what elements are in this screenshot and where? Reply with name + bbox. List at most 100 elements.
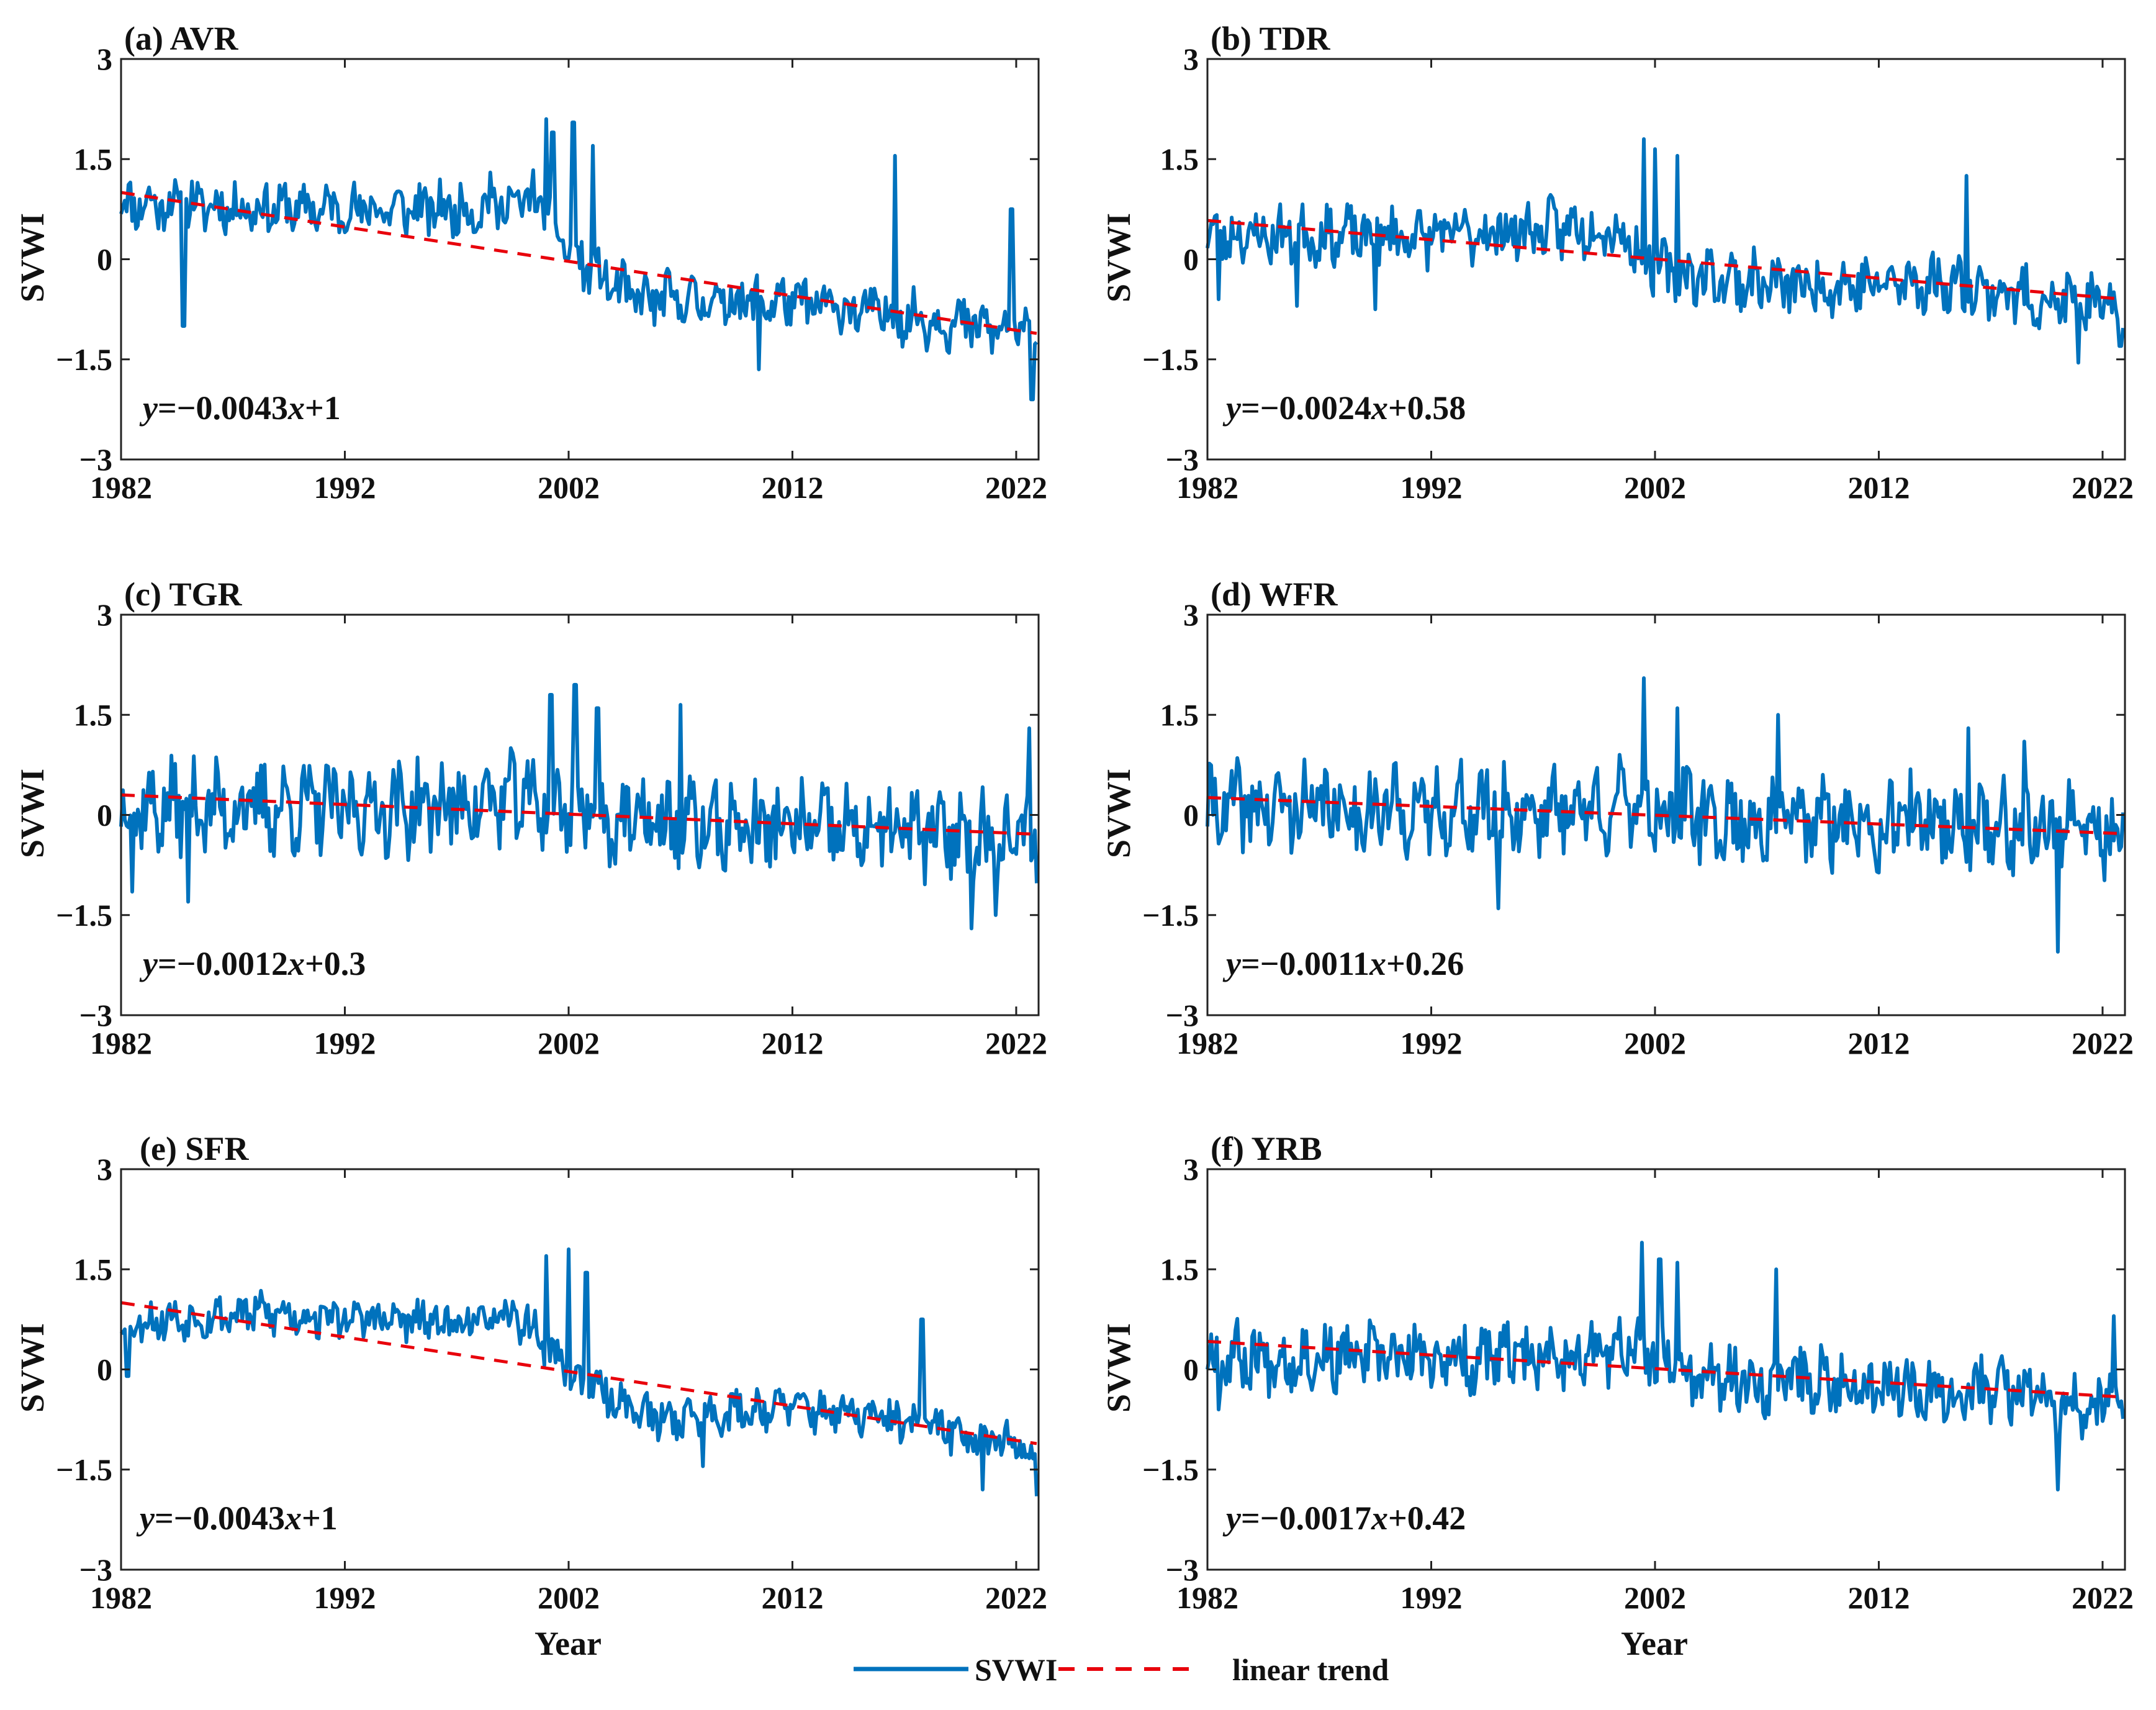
legend-trend-label: linear trend [1232,1652,1389,1687]
y-tick-label: −1.5 [56,898,112,933]
trend-equation: y=−0.0012x+0.3 [139,945,366,982]
panel-title: (c) TGR [124,576,242,613]
x-axis-label: Year [534,1625,602,1662]
panel-f: (f) YRB SVWI y=−0.0017x+0.42 1982 1992 200… [1100,1130,2134,1662]
y-tick-label: 3 [97,42,112,76]
x-tick-label: 2002 [1624,1580,1686,1615]
linear-trend-line [120,793,1037,836]
x-tick-label: 1992 [313,1580,376,1615]
x-tick-label: 1982 [1176,1026,1238,1061]
y-tick-label: −3 [79,998,113,1033]
y-tick-label: 3 [97,597,112,632]
x-tick-label: 2012 [1847,470,1910,505]
trend-equation: y=−0.0011x+0.26 [1222,945,1464,982]
y-axis-label: SVWI [1100,213,1137,302]
y-tick-label: 3 [1183,1152,1199,1187]
y-tick-label: 1.5 [1160,142,1199,176]
panel-title: (d) WFR [1211,576,1338,613]
legend-svwi-label: SVWI [975,1652,1057,1687]
linear-trend-line [1207,796,2124,836]
y-axis-label: SVWI [14,213,51,302]
y-tick-label: 0 [97,1352,112,1387]
y-tick-label: −1.5 [56,342,112,377]
y-axis-label: SVWI [1100,769,1137,858]
linear-trend-line [1207,219,2124,301]
panel-c: (c) TGR SVWI y=−0.0012x+0.3 1982 1992 2002… [14,576,1047,1061]
y-tick-label: 0 [97,798,112,833]
panel-b: (b) TDR SVWI y=−0.0024x+0.58 1982 1992 200… [1100,20,2134,505]
trend-equation: y=−0.0043x+1 [136,1500,338,1537]
y-tick-label: −3 [79,442,113,477]
x-tick-label: 1992 [1400,470,1462,505]
x-tick-label: 2022 [2072,470,2134,505]
svwi-series-line [119,1247,1039,1496]
panel-a: (a) AVR SVWI y=−0.0043x+1 1982 1992 2002 20… [14,20,1047,505]
x-tick-label: 1982 [90,470,152,505]
x-tick-label: 2022 [985,1580,1047,1615]
svwi-series-line [119,682,1039,931]
x-tick-label: 2022 [2072,1026,2134,1061]
y-axis-label: SVWI [14,769,51,858]
x-tick-label: 1982 [1176,470,1238,505]
x-tick-label: 1992 [1400,1026,1462,1061]
x-tick-label: 2002 [1624,470,1686,505]
y-axis-label: SVWI [1100,1323,1137,1413]
x-tick-label: 2012 [761,470,823,505]
x-tick-label: 2002 [538,470,600,505]
trend-equation: y=−0.0017x+0.42 [1222,1500,1466,1537]
y-tick-label: 3 [1183,42,1199,76]
x-tick-label: 2012 [1847,1580,1910,1615]
y-tick-label: 3 [1183,597,1199,632]
y-tick-label: 0 [1183,242,1199,277]
x-tick-label: 2012 [1847,1026,1910,1061]
y-tick-label: −1.5 [56,1452,112,1487]
panel-title: (b) TDR [1211,20,1331,57]
x-tick-label: 1982 [90,1580,152,1615]
x-tick-label: 2012 [761,1580,823,1615]
svwi-series-line [1206,137,2125,365]
x-tick-label: 1992 [1400,1580,1462,1615]
y-tick-label: −3 [1166,442,1199,477]
y-tick-label: 1.5 [1160,1252,1199,1287]
x-tick-label: 2012 [761,1026,823,1061]
y-tick-label: −3 [79,1552,113,1587]
y-tick-label: 0 [97,242,112,277]
y-tick-label: 1.5 [1160,697,1199,732]
y-axis-label: SVWI [14,1323,51,1413]
x-axis-label: Year [1621,1625,1688,1662]
y-tick-label: 1.5 [74,697,113,732]
x-tick-label: 2022 [985,1026,1047,1061]
y-tick-label: 3 [97,1152,112,1187]
y-tick-label: 0 [1183,798,1199,833]
y-tick-label: −1.5 [1142,898,1199,933]
y-tick-label: 0 [1183,1352,1199,1387]
x-tick-label: 2002 [1624,1026,1686,1061]
svwi-series-line [119,117,1039,402]
y-tick-label: −1.5 [1142,1452,1199,1487]
linear-trend-line [120,1301,1037,1445]
y-tick-label: −1.5 [1142,342,1199,377]
x-tick-label: 1982 [1176,1580,1238,1615]
linear-trend-line [120,191,1037,335]
svwi-series-line [1206,1241,2125,1491]
x-tick-label: 2022 [2072,1580,2134,1615]
panel-title: (e) SFR [140,1130,249,1167]
panel-title: (a) AVR [124,20,239,57]
x-tick-label: 2002 [538,1580,600,1615]
x-tick-label: 2002 [538,1026,600,1061]
trend-equation: y=−0.0024x+0.58 [1222,389,1466,427]
y-tick-label: −3 [1166,1552,1199,1587]
x-tick-label: 1992 [313,1026,376,1061]
y-tick-label: −3 [1166,998,1199,1033]
x-tick-label: 1982 [90,1026,152,1061]
linear-trend-line [1207,1339,2124,1399]
panel-title: (f) YRB [1211,1130,1322,1167]
panel-e: (e) SFR SVWI y=−0.0043x+1 1982 1992 2002 20… [14,1130,1047,1662]
legend: SVWI linear trend [854,1652,1389,1687]
x-tick-label: 1992 [313,470,376,505]
svwi-series-line [1206,676,2125,954]
y-tick-label: 1.5 [74,1252,113,1287]
x-tick-label: 2022 [985,470,1047,505]
panel-d: (d) WFR SVWI y=−0.0011x+0.26 1982 1992 200… [1100,576,2134,1061]
